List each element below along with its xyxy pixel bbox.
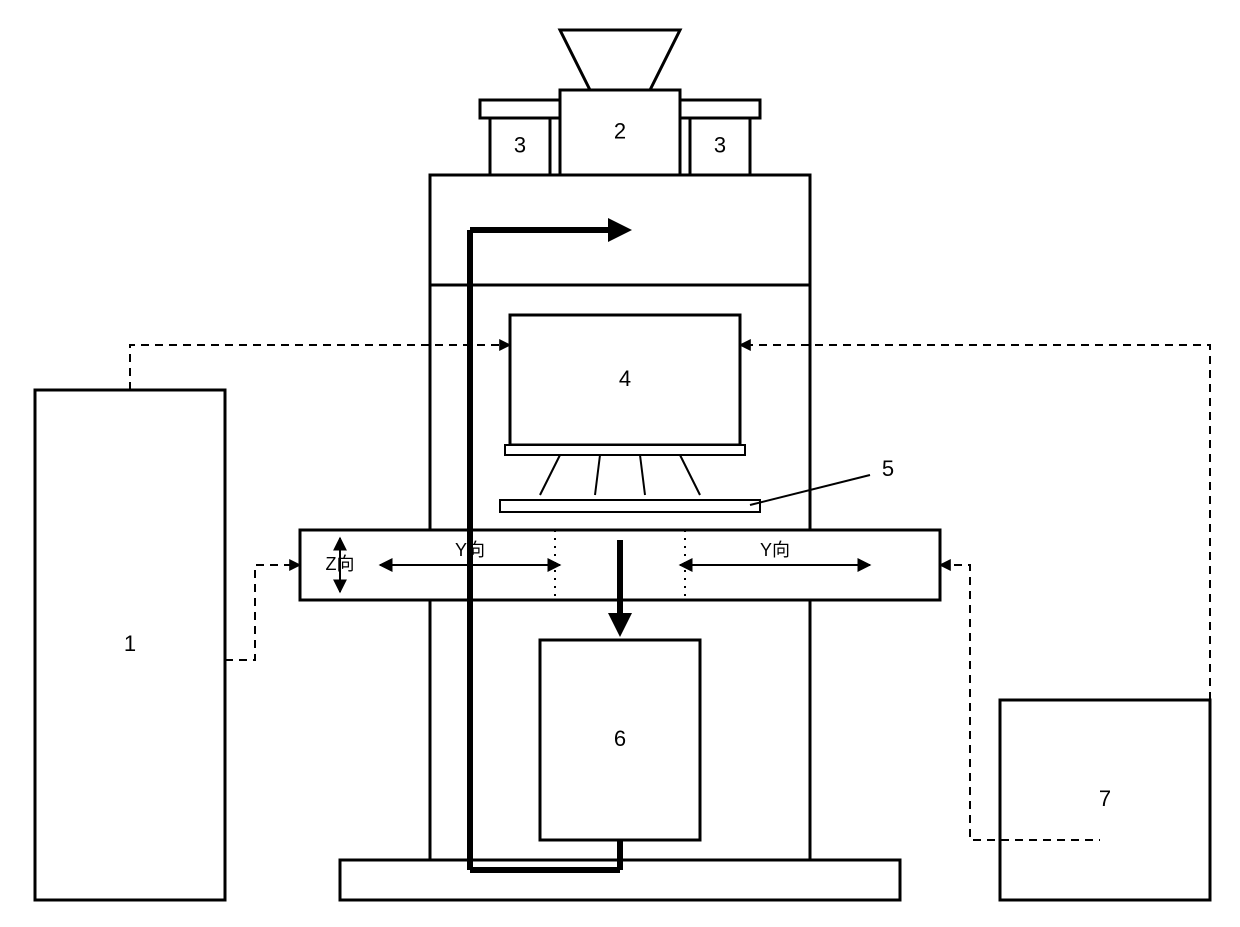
label-6: 6 bbox=[614, 726, 626, 751]
block-3-right-top bbox=[680, 100, 760, 118]
schematic-diagram: 2 3 3 4 6 1 7 Y向 Y向 Z向 5 bbox=[0, 0, 1240, 927]
dashed-1-to-4 bbox=[130, 345, 510, 390]
label-y-right: Y向 bbox=[760, 540, 790, 560]
block-3-left-top bbox=[480, 100, 560, 118]
label-5: 5 bbox=[882, 456, 894, 481]
label-4: 4 bbox=[619, 366, 631, 391]
label-2: 2 bbox=[614, 118, 626, 143]
label-z: Z向 bbox=[326, 554, 355, 574]
label-y-left: Y向 bbox=[455, 540, 485, 560]
label-3-right: 3 bbox=[714, 132, 726, 157]
dashed-1-to-beam bbox=[225, 565, 300, 660]
plate-5 bbox=[500, 500, 760, 512]
hopper bbox=[560, 30, 680, 90]
block-4-lip bbox=[505, 445, 745, 455]
label-3-left: 3 bbox=[514, 132, 526, 157]
label-1: 1 bbox=[124, 631, 136, 656]
label-7: 7 bbox=[1099, 786, 1111, 811]
